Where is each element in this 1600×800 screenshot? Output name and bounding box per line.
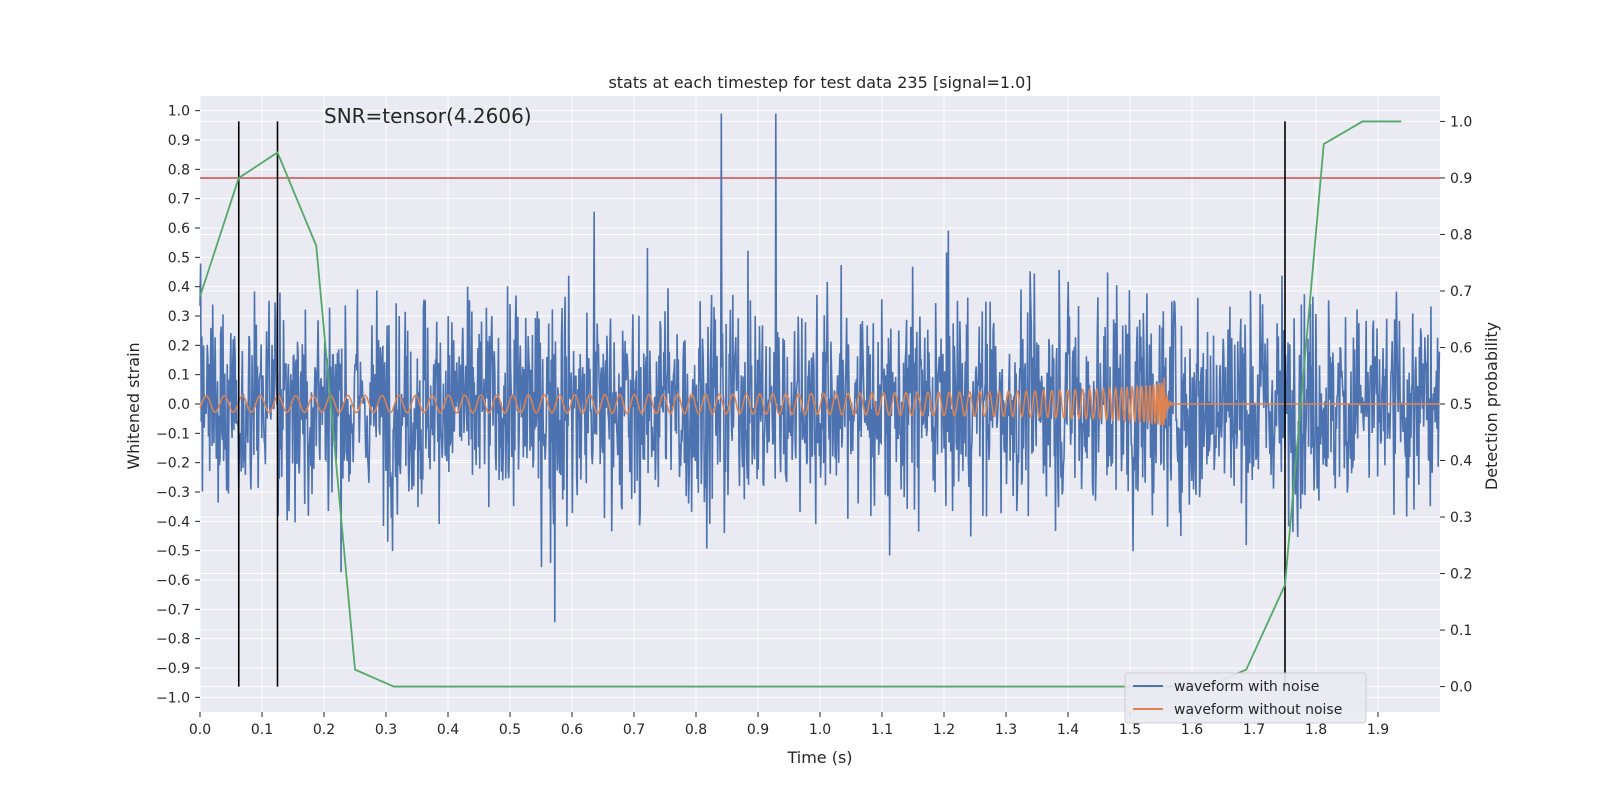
x-tick-label: 1.0 bbox=[809, 722, 831, 738]
x-tick-label: 0.1 bbox=[251, 722, 273, 738]
x-tick-label: 0.2 bbox=[313, 722, 335, 738]
y2-tick-label: 0.9 bbox=[1450, 171, 1472, 187]
y-tick-label: 0.7 bbox=[168, 192, 190, 208]
y-ticks: 1.0 0.9 0.8 0.7 0.6 0.5 0.4 0.3 0.2 0.1 0.0 −0.1 −0.… bbox=[156, 104, 200, 706]
y-tick-label: −0.8 bbox=[156, 632, 190, 648]
y2-tick-label: 1.0 bbox=[1450, 114, 1472, 130]
x-tick-label: 1.1 bbox=[871, 722, 893, 738]
y-tick-label: −0.6 bbox=[156, 573, 190, 589]
x-tick-label: 1.5 bbox=[1119, 722, 1141, 738]
y2-tick-label: 0.2 bbox=[1450, 567, 1472, 583]
snr-annotation: SNR=tensor(4.2606) bbox=[324, 104, 532, 128]
x-tick-label: 0.0 bbox=[189, 722, 211, 738]
x-tick-label: 1.9 bbox=[1367, 722, 1389, 738]
y-tick-label: 0.9 bbox=[168, 133, 190, 149]
y-tick-label: 0.1 bbox=[168, 368, 190, 384]
y2-tick-label: 0.7 bbox=[1450, 284, 1472, 300]
y-tick-label: 0.5 bbox=[168, 250, 190, 266]
y-tick-label: −0.7 bbox=[156, 602, 190, 618]
y-tick-label: 1.0 bbox=[168, 104, 190, 120]
y-tick-label: −0.5 bbox=[156, 544, 190, 560]
legend-box bbox=[1124, 672, 1367, 724]
y2-tick-label: 0.1 bbox=[1450, 623, 1472, 639]
y-tick-label: 0.3 bbox=[168, 309, 190, 325]
y2-axis-label: Detection probability bbox=[1482, 322, 1501, 490]
y2-ticks: 1.0 0.9 0.8 0.7 0.6 0.5 0.4 0.3 0.2 0.1 0.0 bbox=[1440, 114, 1472, 696]
y-tick-label: −1.0 bbox=[156, 690, 190, 706]
y2-tick-label: 0.6 bbox=[1450, 340, 1472, 356]
clean-waveform-group bbox=[199, 377, 1440, 426]
y-tick-label: 0.2 bbox=[168, 338, 190, 354]
y-tick-label: 0.4 bbox=[168, 280, 190, 296]
noisy-waveform-group bbox=[199, 113, 1441, 623]
x-tick-label: 0.7 bbox=[623, 722, 645, 738]
x-tick-label: 1.3 bbox=[995, 722, 1017, 738]
x-tick-label: 1.6 bbox=[1181, 722, 1203, 738]
x-tick-label: 0.9 bbox=[747, 722, 769, 738]
legend-label-noisy: waveform with noise bbox=[1174, 679, 1319, 695]
x-tick-label: 1.2 bbox=[933, 722, 955, 738]
y2-tick-label: 0.0 bbox=[1450, 680, 1472, 696]
y-tick-label: −0.4 bbox=[156, 514, 190, 530]
x-tick-label: 0.6 bbox=[561, 722, 583, 738]
x-ticks: 0.0 0.1 0.2 0.3 0.4 0.5 0.6 0.7 0.8 0.9 1.0 1.1 1.2 1… bbox=[189, 712, 1389, 738]
y-tick-label: −0.1 bbox=[156, 426, 190, 442]
legend: waveform with noise waveform without noi… bbox=[1124, 672, 1367, 724]
y-tick-label: 0.6 bbox=[168, 221, 190, 237]
y-tick-label: −0.3 bbox=[156, 485, 190, 501]
y-tick-label: −0.2 bbox=[156, 456, 190, 472]
y-tick-label: 0.0 bbox=[168, 397, 190, 413]
x-tick-label: 0.5 bbox=[499, 722, 521, 738]
y-tick-label: 0.8 bbox=[168, 162, 190, 178]
y2-tick-label: 0.4 bbox=[1450, 454, 1472, 470]
series-detection-probability bbox=[199, 120, 1402, 688]
series-noisy-waveform bbox=[199, 113, 1441, 623]
x-axis-label: Time (s) bbox=[786, 748, 852, 767]
y2-tick-label: 0.3 bbox=[1450, 510, 1472, 526]
x-tick-label: 1.8 bbox=[1305, 722, 1327, 738]
x-tick-label: 0.3 bbox=[375, 722, 397, 738]
y2-tick-label: 0.5 bbox=[1450, 397, 1472, 413]
y-tick-label: −0.9 bbox=[156, 661, 190, 677]
legend-label-clean: waveform without noise bbox=[1174, 702, 1342, 718]
x-tick-label: 0.8 bbox=[685, 722, 707, 738]
x-tick-label: 1.4 bbox=[1057, 722, 1079, 738]
x-tick-label: 1.7 bbox=[1243, 722, 1265, 738]
x-tick-label: 0.4 bbox=[437, 722, 459, 738]
series-clean-waveform bbox=[199, 377, 1440, 426]
y-axis-label: Whitened strain bbox=[124, 342, 143, 469]
detection-probability-group bbox=[199, 120, 1402, 688]
chart-title: stats at each timestep for test data 235… bbox=[608, 73, 1031, 92]
y2-tick-label: 0.8 bbox=[1450, 227, 1472, 243]
vertical-markers-group bbox=[237, 121, 1286, 687]
